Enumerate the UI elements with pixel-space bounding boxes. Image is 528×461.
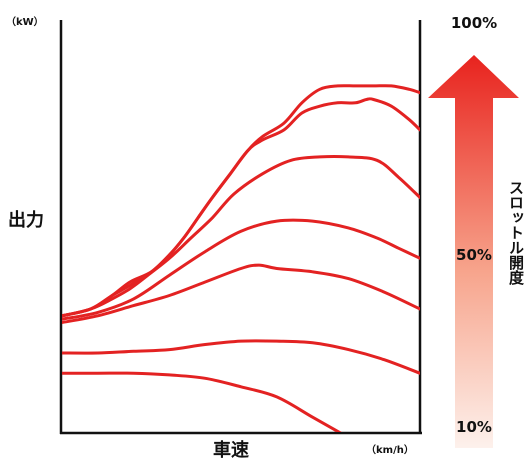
series-group: [62, 84, 420, 432]
series-line-6: [62, 339, 420, 375]
series-line-5: [62, 263, 420, 324]
x-axis-label: 車速: [213, 439, 249, 461]
series-line-1: [62, 84, 420, 318]
series-line-4: [62, 218, 420, 321]
throttle-title: スロットル開度: [507, 180, 525, 286]
y-unit-label: （kW）: [6, 15, 44, 28]
throttle-arrow: [428, 55, 519, 448]
throttle-label-10: 10%: [456, 418, 492, 436]
throttle-label-100: 100%: [451, 14, 497, 32]
series-line-7: [62, 371, 342, 432]
y-axis-label: 出力: [8, 209, 44, 231]
series-line-3: [62, 155, 420, 318]
x-unit-label: （km/h）: [366, 443, 414, 456]
throttle-label-50: 50%: [456, 246, 492, 264]
